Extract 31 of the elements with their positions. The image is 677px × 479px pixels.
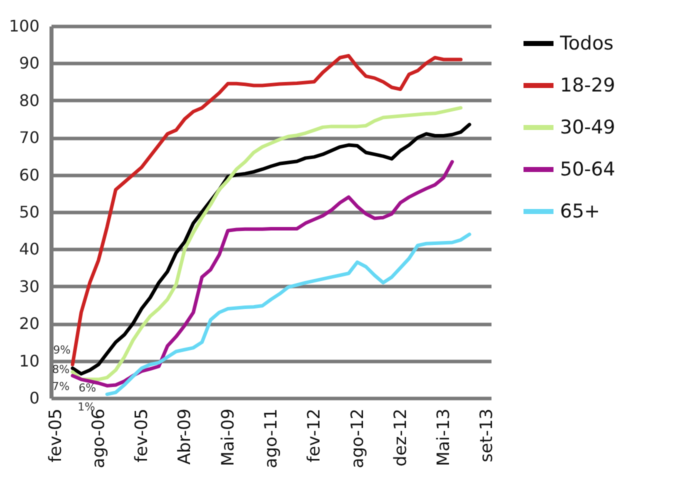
- legend-label: 18-29: [560, 74, 616, 96]
- legend-label: 30-49: [560, 116, 616, 138]
- line-series: [70, 54, 463, 366]
- y-tick-label: 10: [19, 351, 40, 370]
- legend-label: Todos: [559, 32, 614, 54]
- annotation: 6%: [78, 382, 96, 395]
- y-tick-label: 0: [29, 388, 40, 408]
- y-tick-label: 90: [19, 54, 40, 73]
- legend-label: 65+: [560, 200, 600, 222]
- x-tick-label: dez-12: [390, 408, 411, 466]
- y-tick-label: 20: [19, 314, 40, 334]
- y-tick-label: 70: [19, 128, 40, 148]
- x-tick-label: ago-06: [88, 408, 109, 468]
- line-series: [105, 232, 472, 396]
- y-tick-label: 80: [19, 90, 40, 110]
- y-tick-label: 50: [19, 202, 40, 222]
- x-tick-label: fev-05: [132, 408, 152, 462]
- y-tick-label: 30: [19, 276, 40, 296]
- x-tick-label: fev-12: [304, 408, 325, 462]
- x-tick-label: fev-05: [46, 408, 66, 462]
- x-tick-label: ago-12: [348, 408, 368, 468]
- y-tick-label: 40: [19, 240, 40, 259]
- x-tick-label: Mai-09: [218, 408, 238, 466]
- x-tick-label: ago-11: [262, 408, 282, 468]
- annotation: 9%: [53, 344, 71, 357]
- x-tick-label: Mai-13: [434, 408, 454, 466]
- y-tick-label: 100: [8, 16, 40, 36]
- y-tick-label: 60: [19, 165, 40, 184]
- x-tick-label: set-13: [477, 408, 498, 462]
- x-tick-label: Abr-09: [175, 408, 196, 465]
- legend-label: 50-64: [560, 158, 616, 180]
